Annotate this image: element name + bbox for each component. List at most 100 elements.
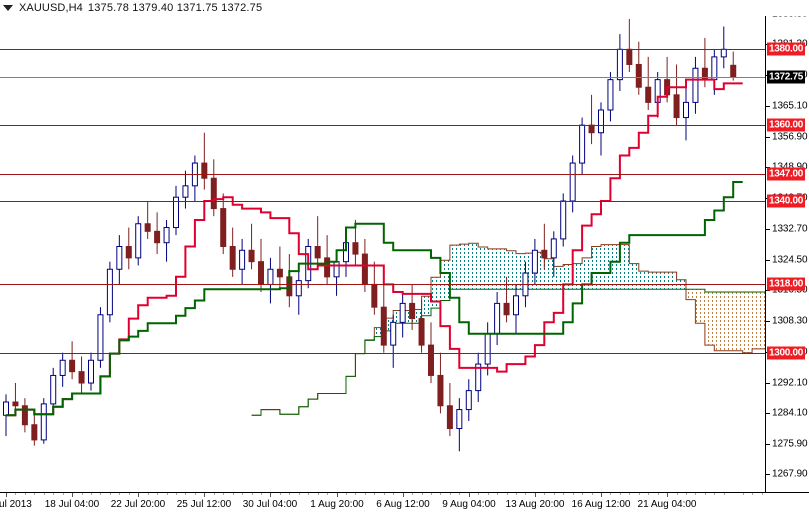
time-minor-tick: [507, 493, 508, 495]
price-level-label[interactable]: 1300.00: [767, 346, 806, 360]
time-tick: [270, 493, 271, 497]
time-minor-tick: [393, 493, 394, 495]
candlestick: [560, 193, 567, 247]
price-level-line: [0, 125, 765, 126]
candlestick-canvas: [3, 18, 765, 452]
time-minor-tick: [299, 493, 300, 495]
candlestick: [31, 409, 38, 446]
time-minor-tick: [355, 493, 356, 495]
price-level-line: [0, 201, 765, 202]
candlestick: [182, 170, 189, 209]
time-minor-tick: [686, 493, 687, 495]
time-tick-label: 6 Aug 12:00: [376, 499, 430, 510]
candlestick: [541, 223, 548, 270]
price-level-label[interactable]: 1380.00: [767, 42, 806, 56]
candlestick: [531, 238, 538, 285]
candlestick: [324, 235, 331, 285]
time-minor-tick: [308, 493, 309, 495]
candlestick: [399, 292, 406, 338]
candlestick: [550, 231, 557, 277]
time-minor-tick: [252, 493, 253, 495]
candlestick: [371, 261, 378, 315]
senkou-span-b-line: [251, 288, 765, 416]
price-axis[interactable]: 1389.301381.301373.301365.101356.901348.…: [766, 0, 809, 493]
candlestick: [390, 314, 397, 368]
price-tick-label: 1275.90: [772, 438, 808, 450]
time-tick-label: 22 Jul 20:00: [110, 499, 166, 510]
price-tick-label: 1332.70: [772, 223, 808, 235]
candlestick: [163, 219, 170, 262]
chart-header: XAUUSD,H4 1375.78 1379.40 1371.75 1372.7…: [0, 0, 809, 16]
candlestick: [97, 307, 104, 368]
time-minor-tick: [280, 493, 281, 495]
candlestick: [579, 117, 586, 175]
time-minor-tick: [648, 493, 649, 495]
price-tick-label: 1292.10: [772, 377, 808, 389]
candlestick: [267, 257, 274, 304]
price-tick: [766, 106, 770, 107]
price-level-label[interactable]: 1318.00: [767, 277, 806, 291]
time-minor-tick: [233, 493, 234, 495]
time-minor-tick: [91, 493, 92, 495]
price-axis-line: [765, 0, 766, 493]
time-minor-tick: [573, 493, 574, 495]
candlestick: [720, 26, 727, 69]
time-minor-tick: [15, 493, 16, 495]
time-minor-tick: [478, 493, 479, 495]
time-tick-label: 30 Jul 04:00: [242, 499, 298, 510]
candlestick: [314, 216, 321, 270]
price-tick: [766, 474, 770, 475]
time-minor-tick: [752, 493, 753, 495]
tenkan-sen-line: [6, 78, 743, 417]
time-minor-tick: [629, 493, 630, 495]
price-tick: [766, 260, 770, 261]
candlestick: [513, 284, 519, 334]
time-minor-tick: [620, 493, 621, 495]
kumo-cloud-bearish: [686, 289, 765, 353]
price-tick-label: 1356.90: [772, 131, 808, 143]
candlestick: [598, 102, 604, 156]
time-minor-tick: [53, 493, 54, 495]
time-axis-line: [0, 492, 809, 493]
price-level-label[interactable]: 1360.00: [767, 118, 806, 132]
price-level-line: [0, 353, 765, 354]
time-minor-tick: [488, 493, 489, 495]
candlestick: [135, 216, 142, 266]
time-minor-tick: [100, 493, 101, 495]
price-tick: [766, 413, 770, 414]
time-minor-tick: [516, 493, 517, 495]
candlestick: [626, 18, 633, 73]
current-price-label: 1372.75: [767, 70, 806, 84]
time-minor-tick: [582, 493, 583, 495]
price-tick: [766, 383, 770, 384]
chevron-down-icon[interactable]: [3, 5, 13, 11]
price-level-label[interactable]: 1340.00: [767, 194, 806, 208]
time-minor-tick: [525, 493, 526, 495]
ohlc-values: 1375.78 1379.40 1371.75 1372.75: [87, 2, 263, 14]
candlestick: [295, 269, 302, 315]
candlestick: [730, 51, 737, 81]
time-minor-tick: [724, 493, 725, 495]
chart-plot-area[interactable]: [0, 0, 765, 493]
time-axis[interactable]: 15 Jul 2013 18 Jul 04:00 22 Jul 20:00 25 Ju…: [0, 493, 809, 517]
time-minor-tick: [440, 493, 441, 495]
time-minor-tick: [82, 493, 83, 495]
candlestick: [437, 352, 444, 414]
candlestick: [607, 72, 614, 122]
time-minor-tick: [148, 493, 149, 495]
price-level-line: [0, 284, 765, 285]
time-minor-tick: [639, 493, 640, 495]
price-tick: [766, 290, 770, 291]
price-level-label[interactable]: 1347.00: [767, 167, 806, 181]
time-tick: [469, 493, 470, 497]
time-tick: [6, 493, 7, 497]
time-tick: [204, 493, 205, 497]
candlestick: [173, 185, 179, 236]
candlestick: [635, 41, 642, 95]
time-minor-tick: [242, 493, 243, 495]
time-minor-tick: [223, 493, 224, 495]
time-tick-label: 16 Aug 12:00: [571, 499, 631, 510]
time-tick: [403, 493, 404, 497]
candlestick: [201, 132, 208, 190]
